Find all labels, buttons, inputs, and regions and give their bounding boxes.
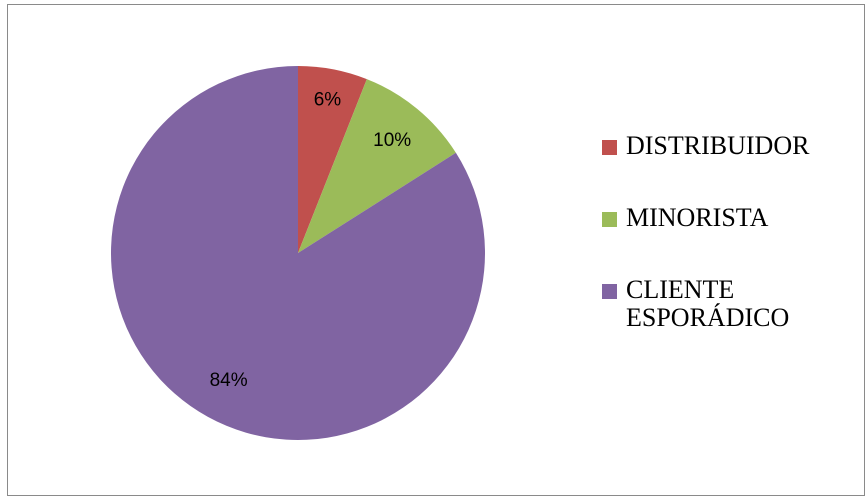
legend-item-minorista: MINORISTA xyxy=(598,204,860,232)
legend-item-cliente-espor-dico: CLIENTE ESPORÁDICO xyxy=(598,276,860,332)
legend-swatch xyxy=(602,140,617,155)
data-label-minorista: 10% xyxy=(373,130,411,151)
legend-item-distribuidor: DISTRIBUIDOR xyxy=(598,132,860,160)
legend-label: MINORISTA xyxy=(626,203,769,232)
legend: DISTRIBUIDOR MINORISTA CLIENTE ESPORÁDICO xyxy=(598,132,860,376)
pie-slice-minorista xyxy=(298,79,456,253)
legend-label: CLIENTE ESPORÁDICO xyxy=(626,275,790,332)
pie-slice-distribuidor xyxy=(298,66,367,253)
legend-label: DISTRIBUIDOR xyxy=(626,131,810,160)
legend-swatch xyxy=(602,284,617,299)
data-label-distribuidor: 6% xyxy=(314,90,342,111)
legend-swatch xyxy=(602,212,617,227)
pie-slice-cliente-espor-dico xyxy=(110,66,485,440)
data-label-cliente-espor-dico: 84% xyxy=(210,370,248,391)
